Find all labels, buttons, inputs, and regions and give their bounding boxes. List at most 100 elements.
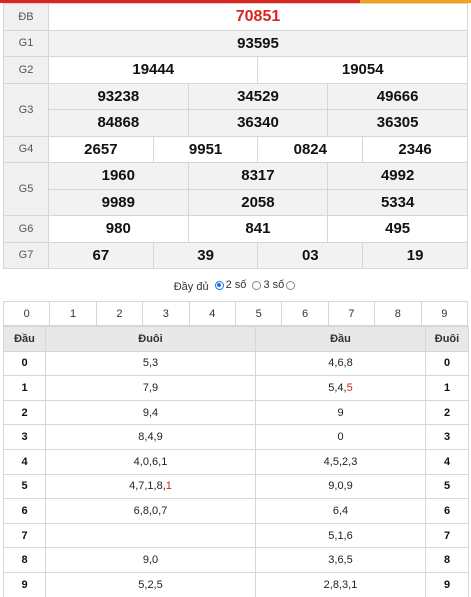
table-row: 4 4,0,6,1 4,5,2,3 4 (3, 448, 469, 475)
row-head-digit: 8 (3, 547, 46, 573)
g3-number: 93238 (48, 82, 189, 110)
g5-number: 4992 (327, 162, 468, 190)
prize-label-g4: G4 (3, 135, 49, 163)
row-tail-digit: 5 (425, 473, 469, 500)
option-full-label: Đầy đủ (173, 280, 209, 293)
option-two-digits[interactable]: 2 số (214, 279, 247, 291)
row-head-digit: 6 (3, 498, 46, 524)
g4-number: 2346 (362, 135, 468, 163)
prize-label-g2: G2 (3, 56, 49, 84)
radio-three-digits[interactable] (252, 280, 262, 290)
row-tail-digit: 4 (425, 448, 469, 475)
table-row: 0 5,3 4,6,8 0 (3, 350, 469, 377)
g7-number: 39 (152, 241, 259, 269)
row-tail-list: 5,3 (45, 350, 256, 377)
row-head-digit: 0 (3, 350, 46, 377)
row-head-list: 4,6,8 (255, 350, 426, 377)
row-tail-list: 5,2,5 (45, 571, 256, 597)
g4-number: 0824 (257, 135, 364, 163)
prize-label-g1: G1 (3, 29, 49, 57)
digit-filter-0[interactable]: 0 (2, 301, 51, 326)
row-tail-list: 6,8,0,7 (45, 498, 256, 524)
row-head-digit: 9 (3, 571, 46, 597)
g3-number: 34529 (187, 82, 329, 110)
row-tail-list (45, 522, 256, 549)
g2-number: 19444 (47, 56, 259, 84)
g4-number: 2657 (48, 135, 154, 163)
g3-number: 84868 (48, 109, 189, 137)
row-head-list: 2,8,3,1 (255, 571, 426, 597)
g6-number: 495 (327, 215, 468, 243)
row-tail-digit: 0 (425, 350, 469, 377)
g5-number: 2058 (187, 188, 329, 216)
row-tail-digit: 2 (425, 399, 469, 426)
option-three-digits[interactable]: 3 số (251, 279, 297, 291)
digit-filter-1[interactable]: 1 (49, 301, 97, 326)
accent-bar-orange (360, 0, 471, 3)
table-row: 9 5,2,5 2,8,3,1 9 (3, 571, 469, 597)
g7-number: 19 (362, 241, 468, 269)
radio-two-digits[interactable] (214, 280, 224, 290)
g6-number: 841 (187, 215, 329, 243)
digit-filter-9[interactable]: 9 (420, 301, 469, 326)
option-two-digits-label: 2 số (225, 279, 247, 291)
table-row: 1 7,9 5,4,5 1 (3, 375, 469, 401)
g5-number: 8317 (187, 162, 329, 190)
digit-filter-3[interactable]: 3 (142, 301, 190, 326)
digit-filter-7[interactable]: 7 (327, 301, 376, 326)
row-head-list: 6,4 (255, 498, 426, 524)
highlighted-special-digit: 1 (165, 480, 172, 493)
table-row: 7 5,1,6 7 (3, 522, 469, 549)
radio-extra[interactable] (286, 280, 296, 290)
row-head-digit: 2 (3, 399, 46, 426)
row-tail-digit: 8 (425, 547, 469, 573)
g7-number: 03 (257, 241, 364, 269)
display-options: Đầy đủ 2 số 3 số (0, 279, 471, 293)
top-accent-bar (0, 0, 471, 3)
row-tail-digit: 6 (425, 498, 469, 524)
option-full[interactable]: Đầy đủ (174, 281, 209, 293)
row-head-digit: 4 (3, 448, 46, 475)
g3-number: 36340 (187, 109, 329, 137)
row-head-digit: 3 (3, 424, 46, 450)
row-tail-digit: 9 (425, 571, 469, 597)
table-row: 6 6,8,0,7 6,4 6 (3, 498, 469, 524)
row-head-list: 0 (255, 424, 426, 450)
accent-bar-red (0, 0, 360, 3)
g5-number: 5334 (327, 188, 468, 216)
table-row: 3 8,4,9 0 3 (3, 424, 469, 450)
g4-number: 9951 (152, 135, 259, 163)
digit-filter-8[interactable]: 8 (374, 301, 422, 326)
row-head-digit: 5 (3, 473, 46, 500)
digit-filter-4[interactable]: 4 (188, 301, 236, 326)
digit-filter: 0 1 2 3 4 5 6 7 8 9 (2, 301, 469, 326)
row-tail-list: 4,0,6,1 (45, 448, 256, 475)
tail-list-text: 4,7,1,8, (129, 480, 166, 493)
row-tail-list: 8,4,9 (45, 424, 256, 450)
column-header-dau: Đầu (3, 326, 46, 352)
table-row: 8 9,0 3,6,5 8 (3, 547, 469, 573)
row-head-list: 5,1,6 (255, 522, 426, 549)
row-head-list: 9 (255, 399, 426, 426)
row-tail-list: 9,4 (45, 399, 256, 426)
g5-number: 9989 (48, 188, 189, 216)
prize-label-special: ĐB (3, 3, 49, 31)
digit-filter-6[interactable]: 6 (281, 301, 329, 326)
g5-number: 1960 (48, 162, 189, 190)
digit-filter-2[interactable]: 2 (95, 301, 144, 326)
column-header-dau: Đầu (255, 326, 426, 352)
g7-number: 67 (48, 241, 154, 269)
row-tail-digit: 1 (425, 375, 469, 401)
row-head-list: 4,5,2,3 (255, 448, 426, 475)
table-row: 5 4,7,1,8,1 9,0,9 5 (3, 473, 469, 500)
g1-number: 93595 (48, 29, 468, 57)
g3-number: 36305 (327, 109, 468, 137)
digit-filter-5[interactable]: 5 (234, 301, 283, 326)
row-head-list: 5,4,5 (255, 375, 426, 401)
row-tail-digit: 7 (425, 522, 469, 549)
row-tail-list: 4,7,1,8,1 (45, 473, 256, 500)
row-tail-digit: 3 (425, 424, 469, 450)
prize-label-g5: G5 (3, 162, 49, 216)
column-header-duoi: Đuôi (425, 326, 469, 352)
row-head-digit: 1 (3, 375, 46, 401)
